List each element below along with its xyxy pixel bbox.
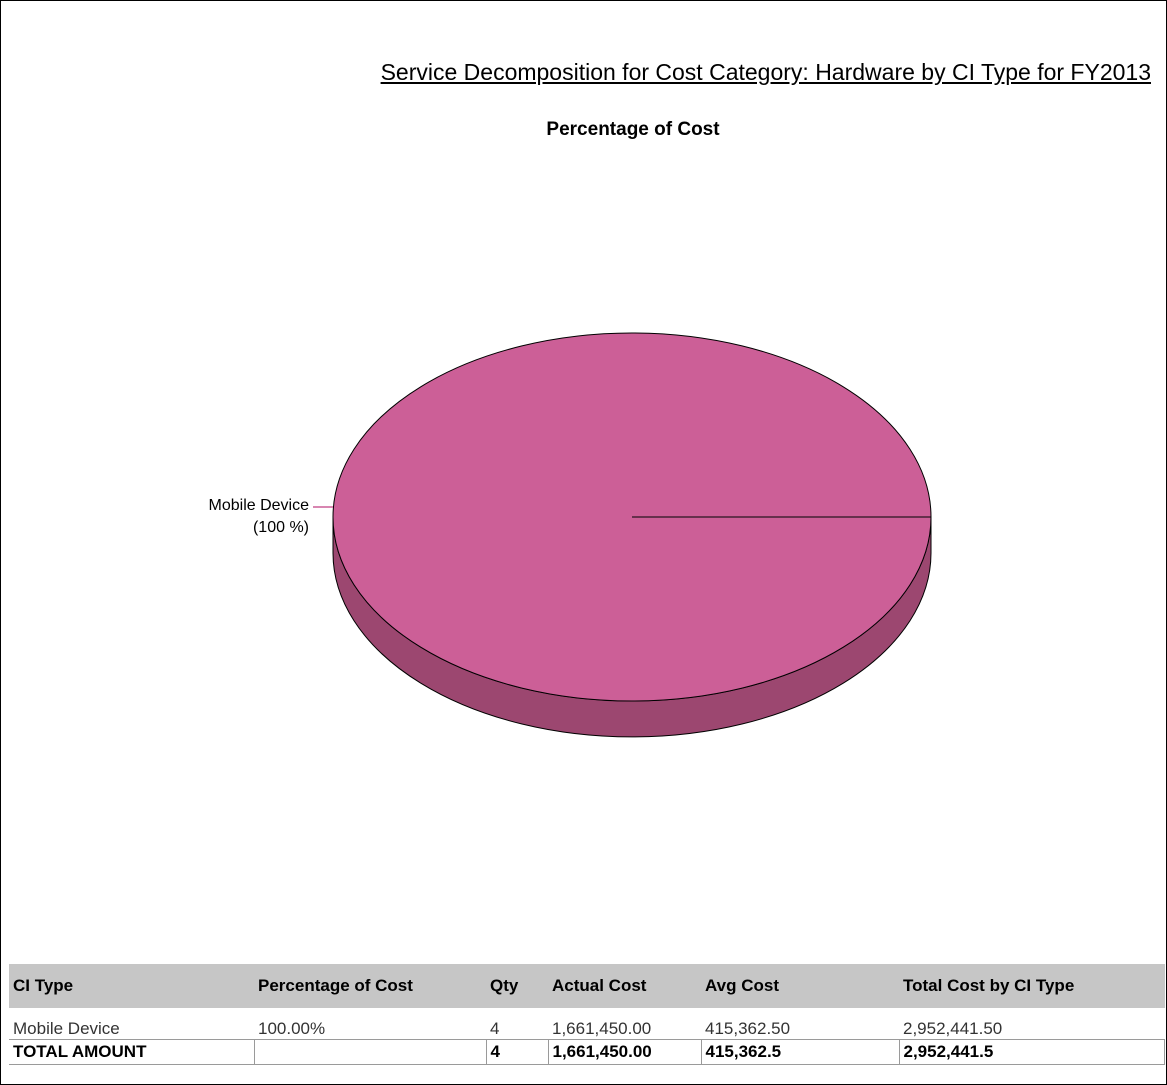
- chart-title: Percentage of Cost: [546, 119, 720, 140]
- table-header-row: CI Type Percentage of Cost Qty Actual Co…: [9, 964, 1165, 1009]
- total-actual-cost: 1,661,450.00: [547, 1039, 702, 1065]
- total-cost-by-ci-type: 2,952,441.5: [898, 1039, 1165, 1065]
- header-percentage-of-cost: Percentage of Cost: [254, 964, 486, 1009]
- cell-qty: 4: [486, 1008, 548, 1040]
- cell-percentage: 100.00%: [254, 1008, 486, 1040]
- header-qty: Qty: [486, 964, 548, 1009]
- total-qty: 4: [485, 1039, 549, 1065]
- cell-ci-type: Mobile Device: [9, 1008, 254, 1040]
- cell-avg-cost: 415,362.50: [701, 1008, 899, 1040]
- report-title: Service Decomposition for Cost Category:…: [380, 59, 1151, 85]
- header-total-cost-by-ci-type: Total Cost by CI Type: [899, 964, 1165, 1009]
- cost-summary-table: CI Type Percentage of Cost Qty Actual Co…: [9, 964, 1165, 1065]
- pie-label-percent: (100 %): [253, 519, 309, 536]
- cell-total-cost: 2,952,441.50: [899, 1008, 1165, 1040]
- total-avg-cost: 415,362.5: [700, 1039, 900, 1065]
- cell-actual-cost: 1,661,450.00: [548, 1008, 701, 1040]
- total-label: TOTAL AMOUNT: [9, 1039, 255, 1065]
- pie-label-name: Mobile Device: [209, 497, 310, 514]
- pie-chart: Mobile Device (100 %): [209, 332, 932, 738]
- header-avg-cost: Avg Cost: [701, 964, 899, 1009]
- table-row: Mobile Device 100.00% 4 1,661,450.00 415…: [9, 1008, 1165, 1040]
- header-ci-type: CI Type: [9, 964, 254, 1009]
- header-actual-cost: Actual Cost: [548, 964, 701, 1009]
- total-percentage: [253, 1039, 487, 1065]
- total-row: TOTAL AMOUNT 4 1,661,450.00 415,362.5 2,…: [9, 1039, 1165, 1065]
